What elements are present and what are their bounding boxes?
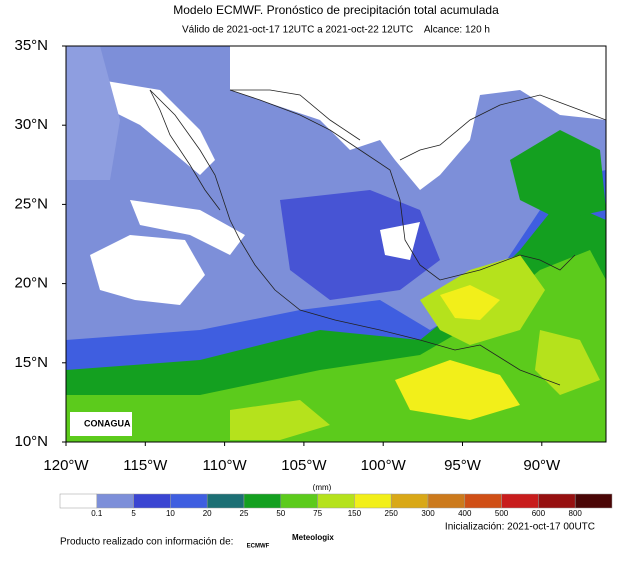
lon-label: 95°W [444,457,482,474]
lon-label: 105°W [281,457,327,474]
lon-label: 100°W [361,457,407,474]
rain-250 [440,285,500,320]
dry-region [130,200,245,255]
logo: CONAGUA [84,418,131,428]
colorbar-label: 50 [276,509,285,518]
colorbar-swatch [280,493,318,509]
rain-250 [395,360,520,420]
colorbar-label: 400 [458,509,472,518]
map: CONAGUA [65,45,607,443]
colorbar-label: 300 [421,509,435,518]
map-frame [65,45,607,443]
colorbar-unit: (mm) [313,483,332,492]
lon-labels: 120°W 115°W 110°W 105°W 100°W 95°W 90°W [43,442,561,474]
dry-region [90,235,205,305]
lon-label: 115°W [123,457,168,474]
colorbar-label: 20 [203,509,212,518]
dry-region [230,46,606,190]
colorbar-swatch [170,493,208,509]
colorbar-swatch [574,493,613,509]
rain-150 [535,330,600,395]
init-time: Inicialización: 2021-oct-17 00UTC [445,522,595,533]
rain-10 [280,190,440,300]
lon-label: 110°W [203,457,248,474]
colorbar-swatch [354,493,392,509]
lat-label: 25°N [14,195,48,212]
lat-labels: 35°N 30°N 25°N 20°N 15°N 10°N [14,37,66,450]
lat-label: 10°N [14,433,48,450]
colorbar-swatch [390,493,429,509]
lon-label: 90°W [523,457,561,474]
lat-label: 20°N [14,275,48,292]
colorbar-swatch [243,493,282,509]
colorbar-swatch [317,493,355,509]
lon-label: 120°W [43,457,89,474]
title: Modelo ECMWF. Pronóstico de precipitació… [173,3,499,17]
logo-meteologix: Meteologix [292,533,334,542]
lat-label: 30°N [14,116,48,133]
light-region [66,46,120,180]
colorbar-label: 250 [385,509,399,518]
lat-label: 15°N [14,354,48,371]
colorbar-label: 500 [495,509,509,518]
colorbar-label: 150 [348,509,362,518]
coastlines [149,89,606,386]
colorbar-label: 0.1 [91,509,103,518]
colorbar-swatch [464,493,502,509]
dry-region [380,222,420,260]
colorbar-label: 75 [313,509,322,518]
logo-box [70,412,132,436]
subtitle: Válido de 2021-oct-17 12UTC a 2021-oct-2… [182,25,490,36]
lat-label: 35°N [14,37,48,54]
colorbar-swatch [501,493,539,509]
rain-150 [230,400,330,440]
colorbar-label: 25 [240,509,249,518]
colorbar-swatch [206,493,245,509]
colorbar-label: 5 [131,509,136,518]
colorbar-swatch [538,493,576,509]
dry-region [100,80,215,175]
logo-ecmwf: ECMWF [247,544,270,550]
colorbar-swatch [96,493,134,509]
colorbar: 0.1 5 10 20 25 50 75 150 250 300 400 500 600 800 [59,493,613,518]
colorbar-label: 600 [532,509,546,518]
colorbar-swatch [427,493,466,509]
colorbar-label: 10 [166,509,175,518]
rain-50 [510,130,606,220]
colorbar-label: 800 [569,509,583,518]
colorbar-swatch [133,493,171,509]
credit: Producto realizado con información de: [60,537,233,548]
colorbar-swatch [59,493,98,509]
